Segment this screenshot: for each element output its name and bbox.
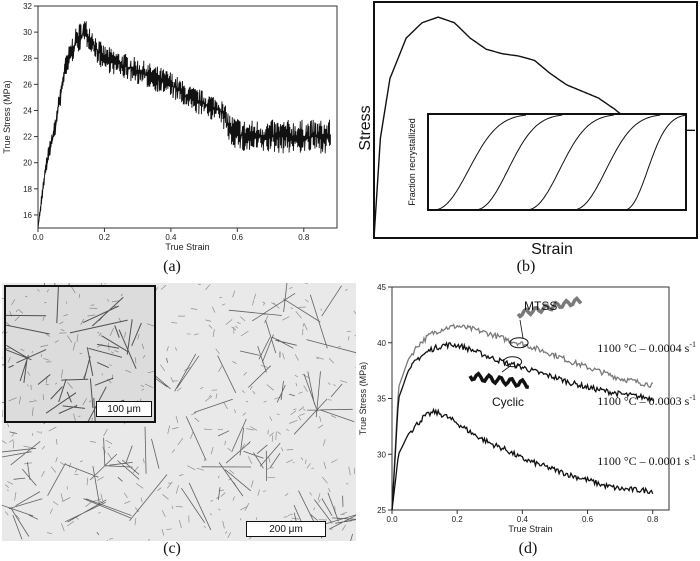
y-tick-label-a: 18 (23, 185, 32, 194)
x-tick-label-a: 0.2 (99, 233, 111, 242)
caption-a: (a) (163, 258, 181, 275)
x-tick-label-d: 0.6 (582, 515, 594, 524)
panel-d-chart: 0.0 0.2 0.4 0.6 0.8 25 30 35 40 45 True Strain True… (352, 280, 700, 542)
series-label-d-2: 1100 °C – 0.0003 s-1 (597, 393, 696, 408)
y-tick-label-d: 45 (377, 283, 386, 292)
cyclic-circle-d (503, 356, 523, 368)
main-scale-bar: 200 μm (246, 521, 326, 537)
annotation-cyclic: Cyclic (492, 395, 524, 409)
panel-b-schematic: Stress Strain Fraction recrystallized (352, 0, 700, 262)
micrograph-inset: 100 μm (4, 285, 156, 423)
cyclic-wiggle-d (468, 371, 530, 390)
x-tick-label-d: 0.2 (452, 515, 464, 524)
x-axis-label-d: True Strain (508, 524, 552, 534)
annotation-mtss: MTSS (524, 299, 557, 313)
inset-y-label-b: Fraction recrystallized (407, 118, 417, 206)
inset-sigmoid-curve-5 (624, 114, 687, 211)
drx-schematic-chart-b: Stress Strain Fraction recrystallized (357, 1, 698, 258)
y-axis-label-b: Stress (357, 105, 374, 150)
y-tick-label-a: 16 (23, 211, 32, 220)
inset-sigmoid-curve-3 (525, 114, 614, 211)
y-tick-label-a: 22 (23, 133, 32, 142)
x-tick-label-a: 0.4 (165, 233, 177, 242)
y-tick-label-a: 32 (23, 2, 32, 11)
series-line-d-2 (391, 341, 654, 511)
y-axis-label-a: True Stress (MPa) (2, 80, 12, 153)
x-axis-label-a: True Strain (165, 242, 209, 252)
inset-scale-bar: 100 μm (96, 401, 152, 417)
plot-frame-a (37, 5, 338, 229)
inset-grain-boundaries (6, 287, 154, 421)
x-axis-label-b: Strain (531, 241, 573, 258)
y-tick-label-d: 25 (377, 506, 386, 515)
y-tick-label-d: 35 (377, 395, 386, 404)
mtss-circle-d (509, 337, 529, 349)
y-tick-label-a: 28 (23, 54, 32, 63)
y-tick-label-a: 30 (23, 28, 32, 37)
stress-strain-chart-a: 0.0 0.2 0.4 0.6 0.8 16 18 20 22 24 26 28 30 32 True St… (2, 2, 338, 252)
panel-a-chart: 0.0 0.2 0.4 0.6 0.8 16 18 20 22 24 26 28 30 32 True St… (0, 0, 345, 255)
series-line-d-3 (391, 407, 654, 511)
caption-b: (b) (516, 258, 536, 275)
x-tick-label-a: 0.0 (32, 233, 44, 242)
precipitate-marks (6, 287, 154, 421)
x-tick-label-d: 0.0 (386, 515, 398, 524)
x-tick-label-a: 0.8 (298, 233, 310, 242)
y-axis-label-d: True Stress (MPa) (358, 362, 368, 435)
series-line-a (37, 21, 331, 229)
stress-strain-chart-d: 0.0 0.2 0.4 0.6 0.8 25 30 35 40 45 True Strain True… (358, 283, 696, 534)
inset-sigmoid-curve-1 (433, 114, 527, 211)
x-tick-label-d: 0.8 (647, 515, 659, 524)
y-tick-label-a: 24 (23, 106, 32, 115)
caption-c: (c) (163, 540, 181, 557)
x-tick-label-d: 0.4 (517, 515, 529, 524)
y-tick-label-a: 20 (23, 159, 32, 168)
y-tick-label-d: 40 (377, 339, 386, 348)
inset-frame-b (427, 113, 687, 211)
plot-frame-b (373, 1, 698, 239)
x-tick-label-a: 0.6 (232, 233, 244, 242)
series-label-d-3: 1100 °C – 0.0001 s-1 (597, 453, 696, 468)
cyclic-pointer-d (501, 365, 511, 373)
caption-d: (d) (518, 540, 538, 557)
inset-sigmoid-curve-4 (572, 114, 661, 211)
series-label-d-1: 1100 °C – 0.0004 s-1 (597, 340, 696, 355)
y-tick-label-a: 26 (23, 80, 32, 89)
y-tick-label-d: 30 (377, 450, 386, 459)
inset-sigmoid-curve-2 (474, 114, 563, 211)
grain-boundary-network (6, 287, 142, 421)
mtss-wiggle-d (516, 296, 583, 319)
panel-c-micrograph: 100 μm 200 μm (2, 283, 356, 541)
mtss-pointer-d (519, 319, 524, 339)
series-line-d-1 (391, 323, 654, 511)
